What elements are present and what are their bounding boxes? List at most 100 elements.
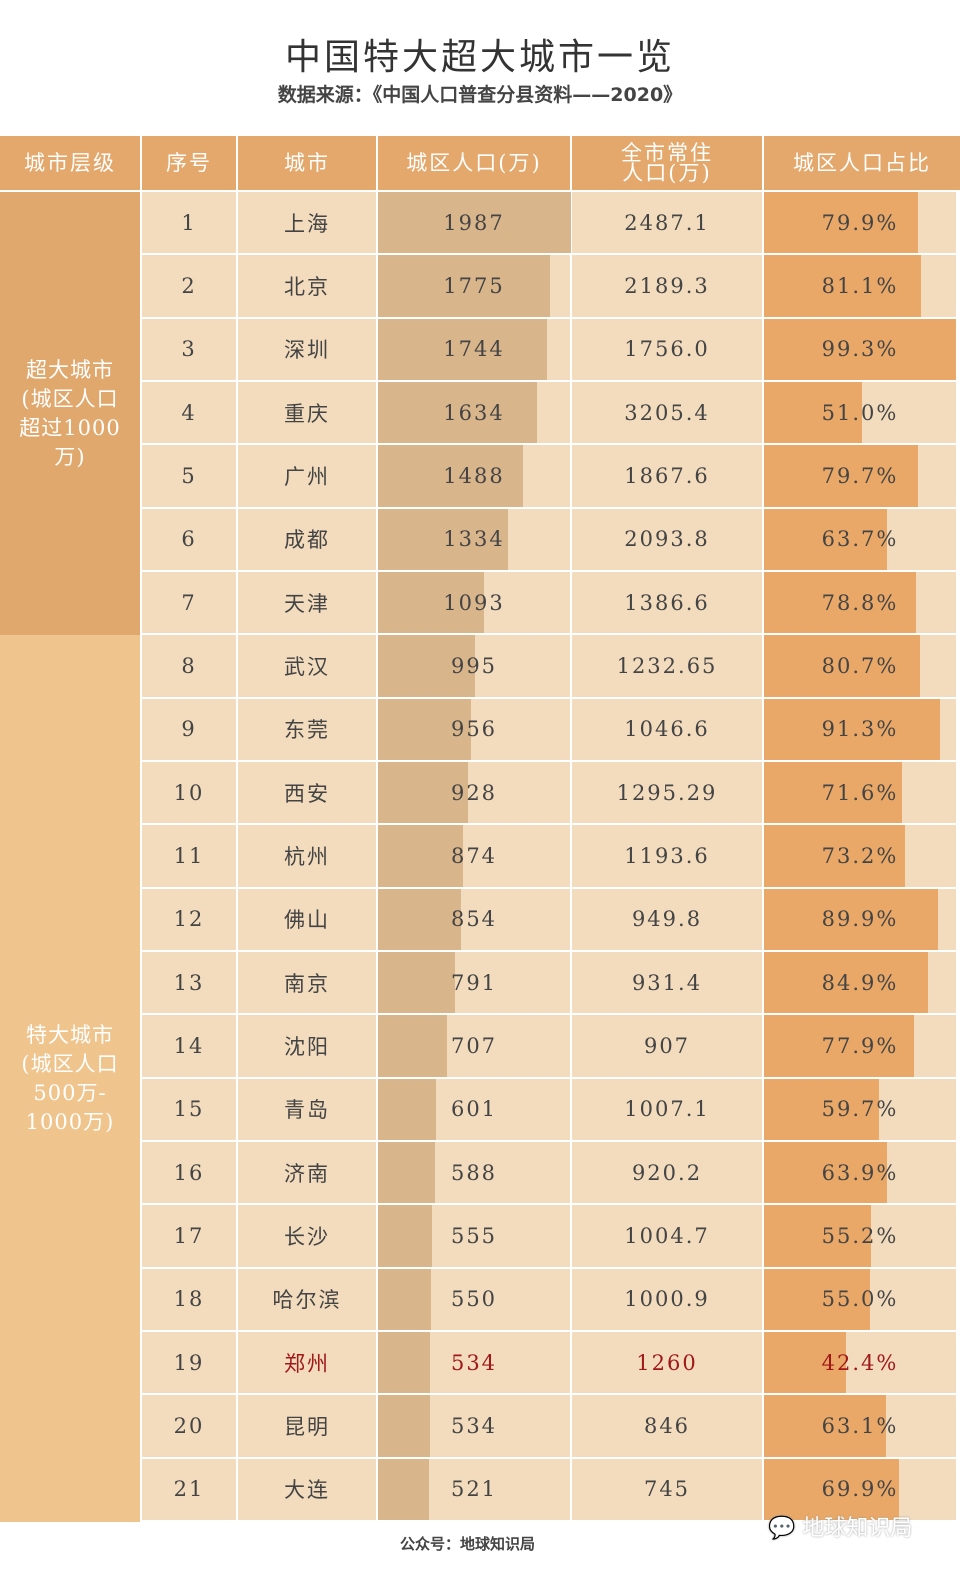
table-cell-total (572, 761, 762, 824)
cell-urban-text: 1987 (443, 210, 505, 235)
table-cell-rank (142, 1458, 236, 1520)
cell-total-text: 1046.6 (624, 717, 710, 742)
urban-ratio-bar (764, 1331, 846, 1394)
cell-total-text: 3205.4 (624, 400, 710, 425)
cell-urban-text: 874 (450, 843, 498, 868)
cell-ratio-text: 42.4% (821, 1350, 899, 1375)
cell-total-text: 931.4 (631, 970, 703, 995)
table-cell-total (572, 445, 762, 507)
table-cell-total (572, 825, 762, 887)
table-cell-city (238, 1141, 376, 1204)
table-cell-total (572, 508, 762, 570)
cell-urban-text: 995 (450, 653, 498, 678)
table-cell-rank (142, 761, 236, 824)
urban-population-bar (378, 1395, 430, 1457)
cell-ratio-text: 63.9% (821, 1160, 899, 1185)
cell-total-text: 1007.1 (624, 1097, 710, 1122)
cell-urban-text: 854 (450, 907, 498, 932)
cell-city-text: 北京 (284, 274, 330, 299)
cell-rank-text: 4 (181, 400, 197, 425)
cell-city-text: 深圳 (284, 338, 330, 363)
cell-rank-text: 6 (181, 527, 197, 552)
urban-population-bar (378, 508, 508, 570)
urban-ratio-bar (764, 571, 917, 634)
table-cell-rank (142, 1205, 236, 1267)
cell-urban-text: 588 (450, 1160, 498, 1185)
table-cell-total (572, 1205, 762, 1267)
urban-ratio-bar (764, 698, 941, 760)
urban-ratio-bar (764, 445, 918, 507)
cell-ratio-text: 63.7% (821, 527, 899, 552)
urban-population-bar (378, 571, 485, 634)
table-cell-city (238, 1395, 376, 1457)
table-cell-rank (142, 1078, 236, 1140)
urban-ratio-bar (764, 1268, 871, 1330)
cell-city-text: 青岛 (284, 1098, 330, 1123)
table-cell-rank (142, 1395, 236, 1457)
header-ratio: 城区人口占比 (764, 136, 960, 190)
table-cell-city (238, 1078, 376, 1140)
table-cell-city (238, 698, 376, 760)
table-cell-city (238, 951, 376, 1014)
tier-label: 特大城市 (城区人口 500万- 1000万) (0, 635, 140, 1522)
cell-ratio-text: 84.9% (821, 970, 899, 995)
cell-rank-text: 10 (173, 780, 205, 805)
cell-city-text: 成都 (284, 528, 330, 553)
cell-ratio-text: 79.7% (821, 463, 899, 488)
table-cell-city (238, 508, 376, 570)
table-cell-rank (142, 888, 236, 950)
urban-population-bar (378, 318, 548, 380)
urban-population-bar (378, 445, 523, 507)
cell-rank-text: 3 (181, 337, 197, 362)
cell-city-text: 西安 (284, 781, 330, 806)
cell-urban-text: 928 (450, 780, 498, 805)
cell-total-text: 846 (643, 1413, 691, 1438)
cell-ratio-text: 63.1% (821, 1413, 899, 1438)
table-cell-rank (142, 825, 236, 887)
urban-population-bar (378, 698, 471, 760)
urban-population-bar (378, 255, 551, 317)
table-cell-total (572, 1141, 762, 1204)
table-cell-city (238, 1331, 376, 1394)
urban-ratio-bar (764, 825, 906, 887)
table-cell-city (238, 1458, 376, 1520)
table-cell-rank (142, 1015, 236, 1077)
cell-rank-text: 12 (173, 907, 205, 932)
cell-urban-text: 1488 (443, 463, 505, 488)
table-cell-city (238, 1268, 376, 1330)
table-cell-city (238, 825, 376, 887)
cell-ratio-text: 91.3% (821, 717, 899, 742)
cell-total-text: 1867.6 (624, 463, 710, 488)
cell-ratio-text: 81.1% (821, 273, 899, 298)
footer-account: 公众号：地球知识局 (400, 1535, 536, 1553)
table-cell-city (238, 255, 376, 317)
urban-ratio-bar (764, 1458, 899, 1520)
urban-population-bar (378, 192, 571, 254)
cell-city-text: 天津 (284, 591, 330, 616)
table-cell-city (238, 1205, 376, 1267)
urban-population-bar (378, 1205, 432, 1267)
cell-city-text: 武汉 (284, 654, 330, 679)
table-cell-rank (142, 445, 236, 507)
cell-city-text: 哈尔滨 (272, 1288, 342, 1313)
table-cell-rank (142, 635, 236, 697)
urban-population-bar (378, 635, 475, 697)
cell-urban-text: 534 (450, 1350, 498, 1375)
table-cell-city (238, 381, 376, 444)
urban-ratio-bar (764, 888, 938, 950)
cell-total-text: 1295.29 (616, 780, 718, 805)
header-urban: 城区人口(万) (378, 136, 570, 190)
table-cell-rank (142, 571, 236, 634)
table-cell-city (238, 888, 376, 950)
cell-urban-text: 956 (450, 717, 498, 742)
cell-city-text: 重庆 (284, 401, 330, 426)
table-cell-total (572, 1395, 762, 1457)
table-cell-city (238, 571, 376, 634)
table-cell-total (572, 381, 762, 444)
cell-total-text: 1004.7 (624, 1223, 710, 1248)
cell-city-text: 长沙 (284, 1224, 330, 1249)
urban-population-bar (378, 951, 455, 1014)
table-cell-total (572, 318, 762, 380)
cell-city-text: 杭州 (284, 844, 330, 869)
